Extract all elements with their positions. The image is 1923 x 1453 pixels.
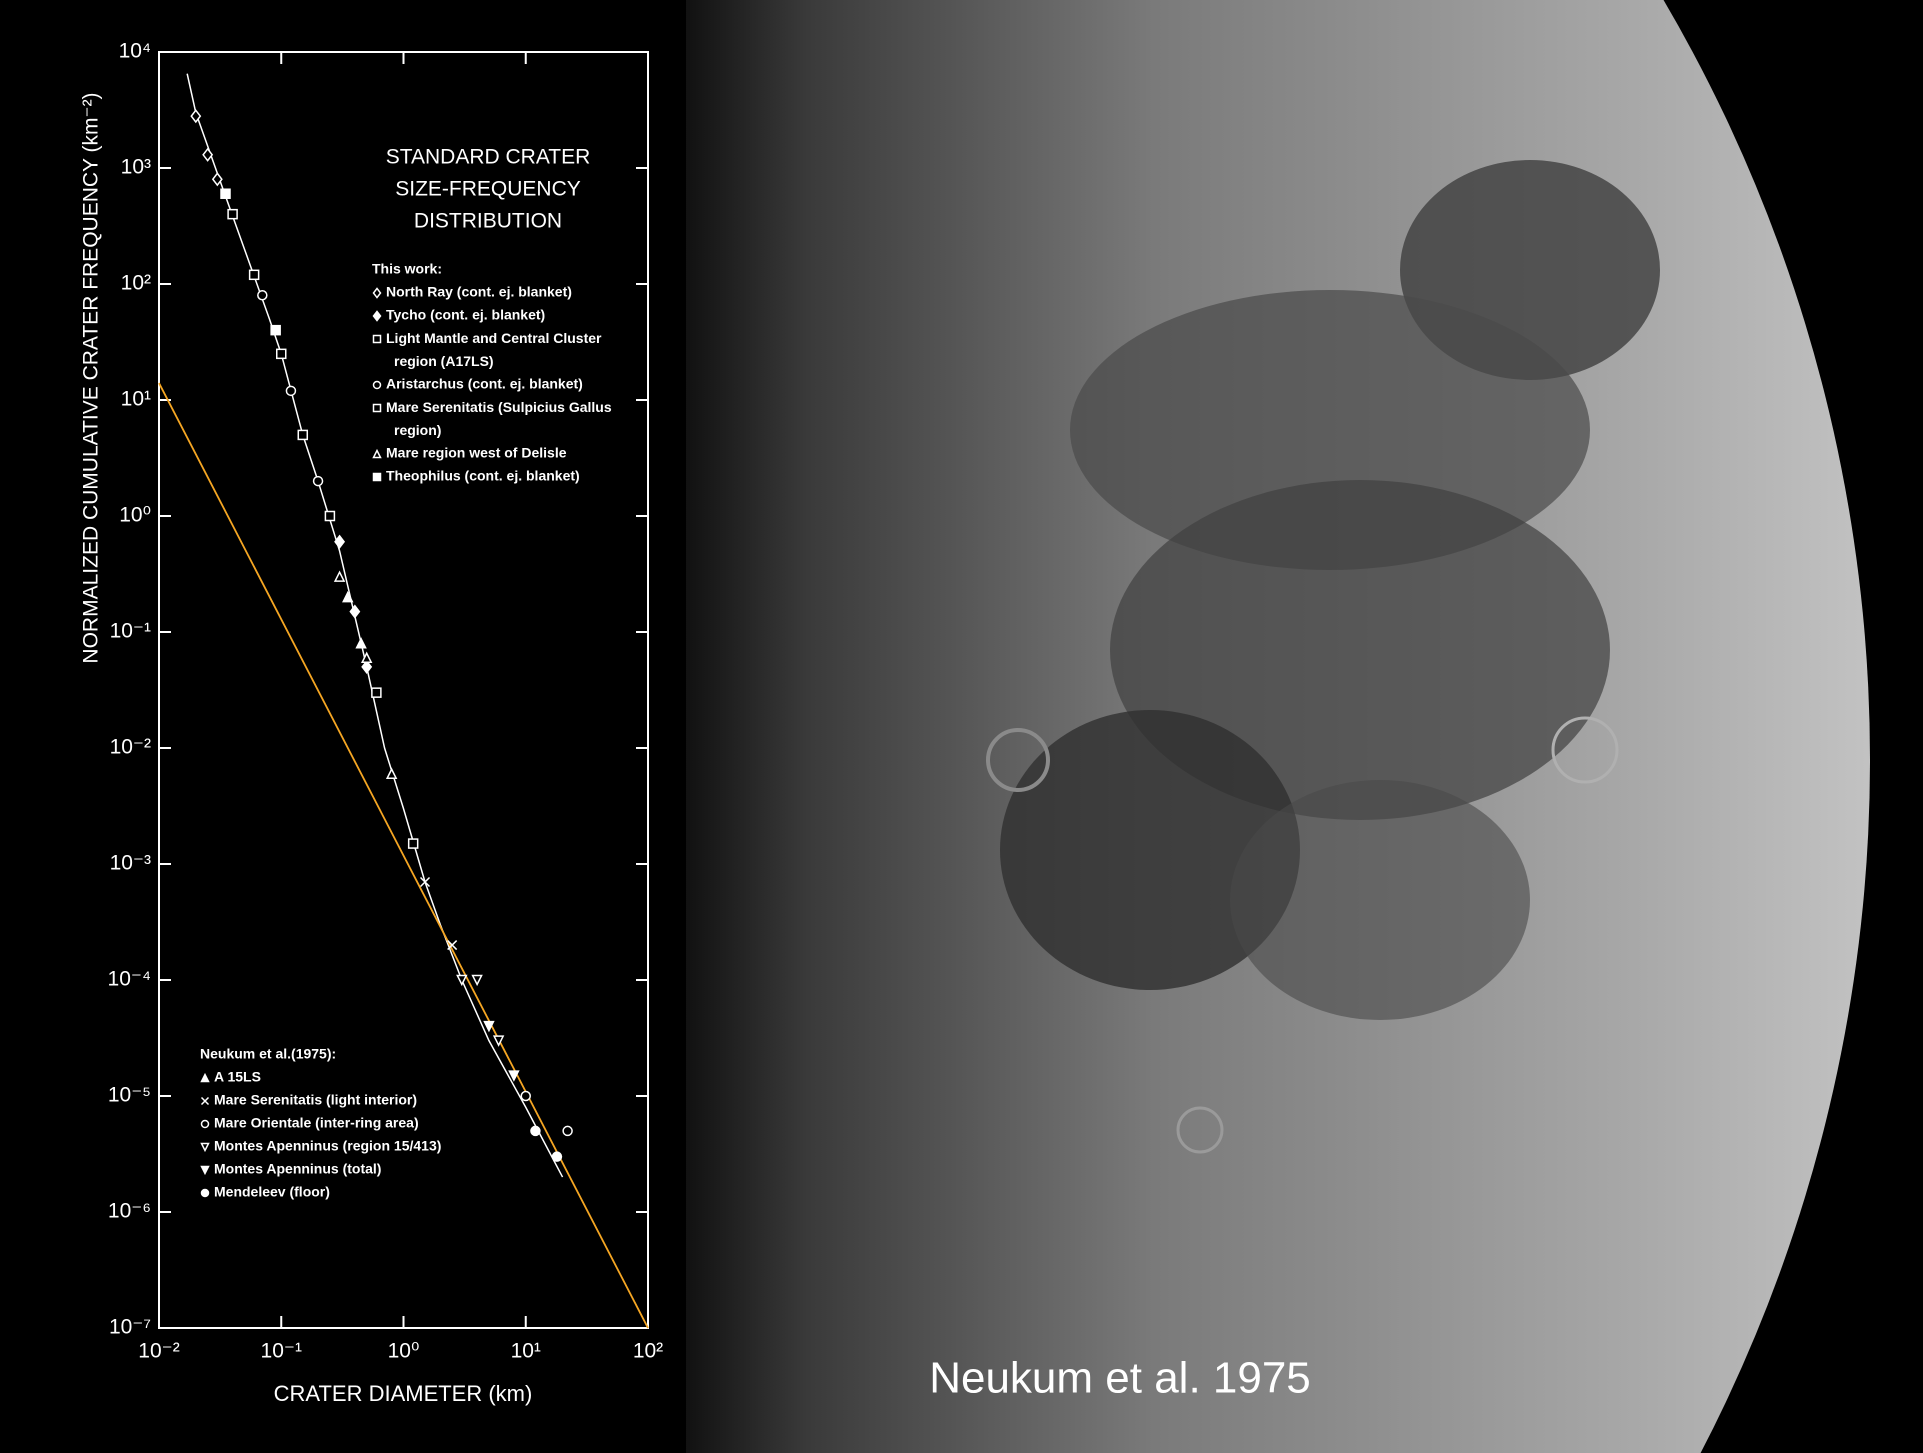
y-tick-label: 10²	[121, 272, 151, 295]
x-tick-label: 10¹	[511, 1340, 541, 1363]
y-tick-label: 10⁻⁵	[108, 1084, 151, 1107]
marker	[342, 590, 354, 603]
legend-marker	[372, 472, 382, 482]
legend-line: Light Mantle and Central Cluster	[386, 330, 602, 346]
legend-label: A 15LS	[214, 1069, 261, 1085]
marker	[456, 974, 468, 987]
marker	[551, 1151, 563, 1162]
legend-marker	[372, 380, 382, 390]
marker	[270, 324, 281, 336]
legend-line: Mare Serenitatis (Sulpicius Gallus	[386, 399, 612, 415]
marker	[248, 269, 260, 281]
y-tick-label: 10⁻⁷	[109, 1316, 151, 1339]
marker	[492, 1035, 505, 1047]
chart-title: SIZE-FREQUENCY	[395, 178, 581, 201]
marker	[483, 1020, 495, 1033]
marker	[447, 940, 458, 951]
y-tick-label: 10³	[121, 156, 151, 179]
legend-label: Montes Apenninus (total)	[214, 1161, 381, 1177]
legend-marker	[200, 1072, 210, 1083]
marker	[349, 604, 361, 619]
marker	[355, 637, 367, 649]
chart-title: DISTRIBUTION	[414, 210, 562, 233]
y-tick-label: 10⁻¹	[110, 620, 151, 643]
marker	[202, 147, 214, 162]
x-tick-label: 10⁰	[388, 1340, 420, 1363]
marker	[361, 659, 373, 674]
legend-marker	[200, 1142, 210, 1153]
y-axis-label: NORMALIZED CUMULATIVE CRATER FREQUENCY (…	[80, 92, 103, 663]
legend-marker	[372, 310, 382, 322]
legend-marker	[372, 448, 382, 459]
legend-label: Mare Orientale (inter-ring area)	[214, 1115, 419, 1131]
y-tick-label: 10⁻⁴	[108, 968, 151, 991]
marker	[530, 1125, 541, 1137]
legend-heading: This work:	[372, 261, 442, 277]
y-tick-label: 10⁻⁶	[108, 1200, 151, 1223]
chart-title: STANDARD CRATER	[386, 146, 591, 169]
marker	[312, 475, 324, 487]
fit-line	[158, 382, 649, 1329]
marker	[360, 651, 373, 663]
marker	[297, 429, 309, 441]
legend-label: North Ray (cont. ej. blanket)	[386, 284, 572, 300]
legend-label: Tycho (cont. ej. blanket)	[386, 307, 545, 323]
y-tick-label: 10¹	[121, 388, 151, 411]
x-axis-label: CRATER DIAMETER (km)	[274, 1381, 533, 1406]
legend-label: Mare region west of Delisle	[386, 445, 567, 461]
x-tick-label: 10⁻¹	[261, 1340, 302, 1363]
legend-label: Light Mantle and Central Cluster region (…	[386, 330, 602, 369]
y-tick-label: 10⁴	[119, 40, 151, 63]
y-tick-label: 10⁰	[119, 504, 151, 527]
legend-marker	[372, 403, 382, 413]
marker	[285, 385, 297, 397]
marker	[190, 109, 202, 124]
marker	[407, 838, 419, 849]
marker	[227, 208, 238, 220]
marker	[211, 172, 223, 187]
legend-label: Theophilus (cont. ej. blanket)	[386, 468, 580, 484]
marker	[333, 570, 346, 582]
legend-marker	[200, 1119, 210, 1129]
marker	[276, 348, 287, 360]
marker	[508, 1070, 520, 1082]
legend-line: region (A17LS)	[394, 353, 494, 369]
y-tick-label: 10⁻²	[110, 736, 151, 759]
x-tick-label: 10²	[633, 1340, 663, 1363]
legend-label: Montes Apenninus (region 15/413)	[214, 1138, 441, 1154]
legend-line: region)	[394, 422, 441, 438]
chart-panel	[76, 0, 686, 1453]
marker	[562, 1125, 573, 1137]
marker	[371, 687, 382, 698]
x-tick-label: 10⁻²	[138, 1340, 179, 1363]
marker	[471, 974, 483, 987]
y-tick-label: 10⁻³	[110, 852, 151, 875]
marker	[220, 188, 231, 199]
marker	[385, 767, 398, 779]
marker	[257, 289, 268, 301]
legend-label: Aristarchus (cont. ej. blanket)	[386, 376, 583, 392]
legend-label: Mendeleev (floor)	[214, 1184, 330, 1200]
legend-marker	[200, 1096, 210, 1106]
legend-heading: Neukum et al.(1975):	[200, 1046, 336, 1062]
legend-label: Mare Serenitatis (Sulpicius Gallus region…	[386, 399, 612, 438]
marker	[324, 510, 336, 522]
caption: Neukum et al. 1975	[929, 1354, 1311, 1403]
marker	[419, 876, 431, 887]
legend-marker	[200, 1165, 210, 1176]
legend-marker	[372, 287, 382, 299]
legend-marker	[372, 334, 382, 344]
marker	[520, 1090, 531, 1102]
legend-marker	[200, 1188, 210, 1198]
legend-label: Mare Serenitatis (light interior)	[214, 1092, 417, 1108]
marker	[334, 534, 346, 549]
